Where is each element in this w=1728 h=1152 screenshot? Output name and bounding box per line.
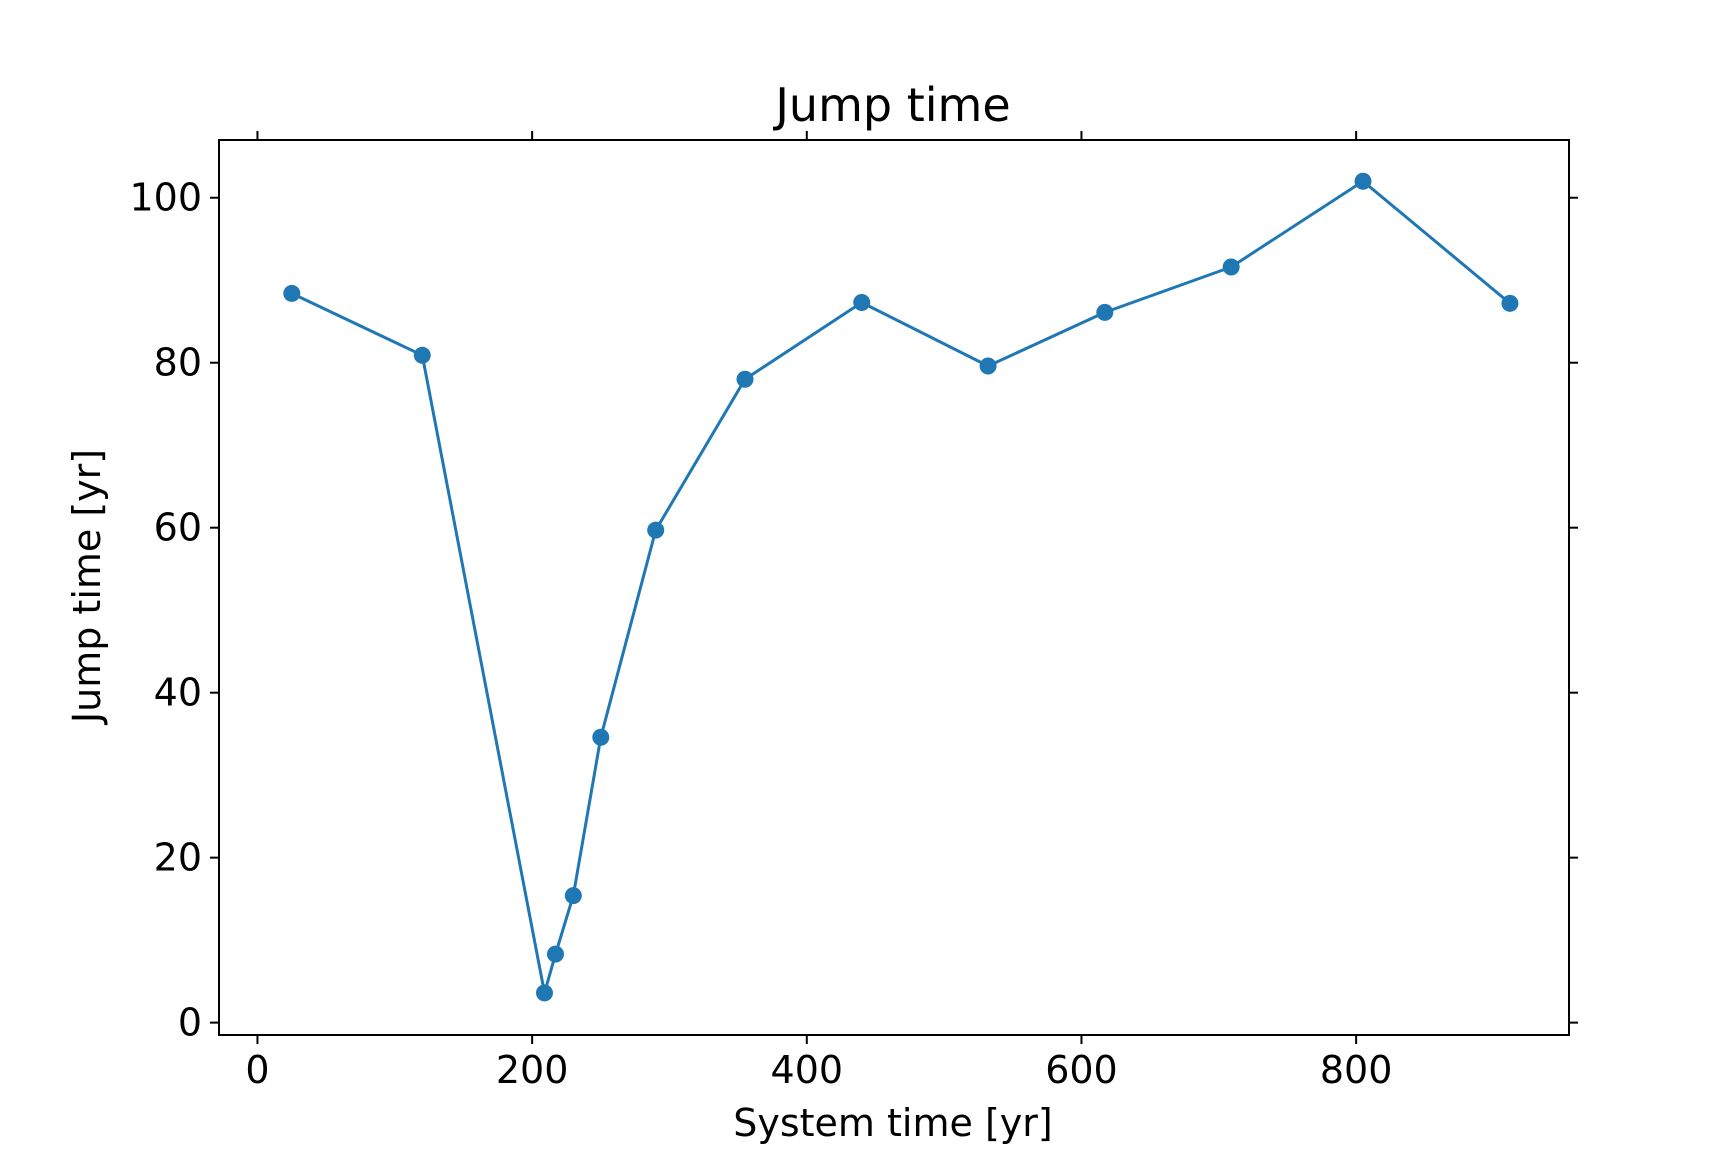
plot-frame <box>218 139 1570 1036</box>
data-point <box>564 887 582 905</box>
y-tick-label: 0 <box>178 1001 202 1045</box>
data-point <box>1501 294 1519 312</box>
y-tick-label: 40 <box>154 671 202 715</box>
y-tick-label: 60 <box>154 506 202 550</box>
x-tick-label: 600 <box>1045 1048 1118 1092</box>
data-point <box>1222 258 1240 276</box>
x-tick-label: 400 <box>771 1048 844 1092</box>
data-point <box>592 728 610 746</box>
data-point <box>647 521 665 539</box>
y-tick-label: 100 <box>129 176 202 220</box>
x-axis-label: System time [yr] <box>733 1101 1052 1145</box>
y-tick-label: 20 <box>154 836 202 880</box>
data-point <box>1096 303 1114 321</box>
data-point <box>853 294 871 312</box>
series-line <box>291 179 1511 995</box>
y-tick-label: 80 <box>154 341 202 385</box>
series-layer <box>283 172 1519 1002</box>
x-tick-label: 0 <box>245 1048 269 1092</box>
data-point <box>283 284 301 302</box>
data-point <box>413 346 431 364</box>
y-axis-ticks: 0 20 40 60 80 100 <box>129 176 1578 1045</box>
data-point <box>979 357 997 375</box>
x-tick-label: 800 <box>1320 1048 1393 1092</box>
y-axis-label: Jump time [yr] <box>65 449 109 725</box>
x-axis-ticks: 0 200 400 600 800 <box>245 131 1392 1092</box>
data-point <box>546 945 564 963</box>
chart-title: Jump time <box>772 78 1010 132</box>
data-point <box>736 370 754 388</box>
data-point <box>535 984 553 1002</box>
data-point <box>1354 172 1372 190</box>
x-tick-label: 200 <box>496 1048 569 1092</box>
plot-area <box>218 139 1570 1036</box>
